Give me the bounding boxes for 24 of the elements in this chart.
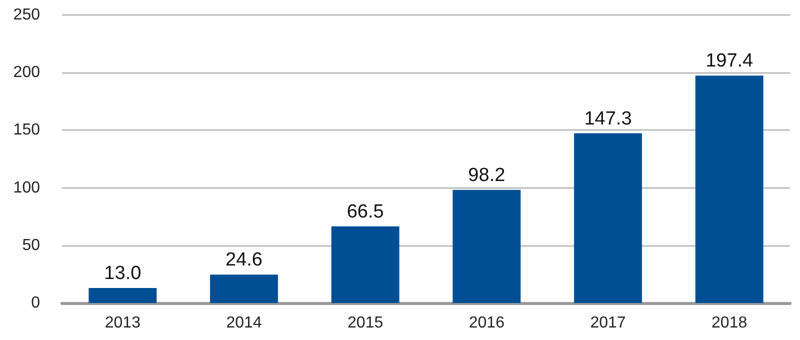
bar [452,190,521,303]
y-tick-label: 0 [31,294,40,312]
y-tick-label: 50 [22,236,40,254]
y-tick-label: 150 [13,122,40,139]
bar [331,226,400,303]
data-label: 147.3 [584,108,632,130]
bar [574,133,642,303]
bar [210,274,278,303]
data-label: 24.6 [226,250,262,271]
data-label: 197.4 [706,50,754,72]
bar [88,288,157,303]
data-label: 13.0 [104,263,142,284]
y-tick-label: 200 [13,64,40,82]
bar [695,76,764,303]
x-tick-label: 2013 [104,314,141,332]
y-tick-label: 100 [13,179,40,196]
x-tick-label: 2015 [348,314,384,332]
y-tick-label: 250 [13,6,40,24]
data-label: 66.5 [346,201,384,222]
x-tick-label: 2014 [226,314,262,332]
x-tick-label: 2016 [468,314,505,332]
x-tick-label: 2018 [712,314,748,332]
x-tick-label: 2017 [590,314,626,332]
data-label: 98.2 [468,164,506,186]
